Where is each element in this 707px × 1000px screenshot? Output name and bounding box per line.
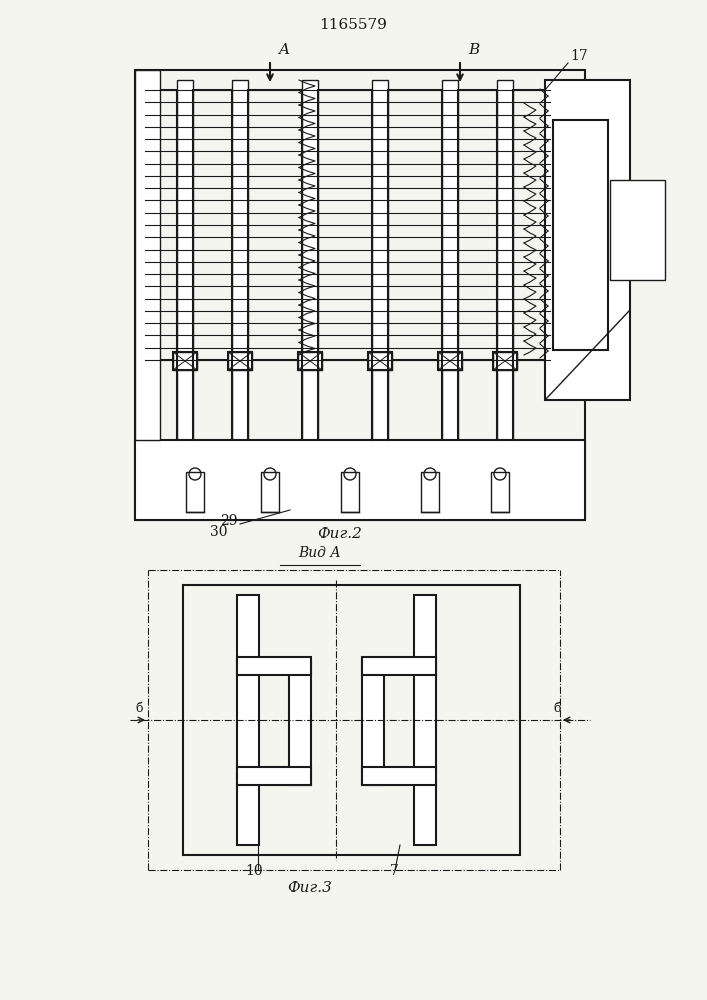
Bar [368, 352, 392, 370]
Bar [362, 767, 436, 785]
Bar [497, 360, 513, 440]
Bar [438, 352, 462, 370]
Bar [298, 352, 322, 370]
Bar [173, 352, 197, 370]
Bar [237, 767, 311, 785]
Bar [177, 360, 193, 440]
Bar [491, 472, 509, 512]
Bar [237, 657, 311, 675]
Bar [232, 360, 248, 440]
Bar [372, 360, 388, 440]
Bar [610, 180, 665, 280]
Bar [493, 352, 517, 370]
Bar [362, 657, 436, 675]
Bar [177, 80, 193, 370]
Bar [421, 472, 439, 512]
Bar [228, 352, 252, 370]
Bar [368, 352, 392, 370]
Bar [298, 352, 322, 370]
Text: B: B [468, 43, 479, 57]
Text: 1165579: 1165579 [319, 18, 387, 32]
Bar [186, 472, 204, 512]
Bar [438, 352, 462, 370]
Text: 10: 10 [245, 864, 262, 878]
Text: б: б [135, 702, 143, 715]
Bar [362, 660, 384, 785]
Text: Фиг.3: Фиг.3 [288, 881, 332, 895]
Bar [442, 360, 458, 440]
Bar [302, 80, 318, 370]
Bar [442, 80, 458, 370]
Bar [302, 360, 318, 440]
Bar [497, 80, 513, 370]
Bar [545, 80, 630, 400]
Bar [232, 80, 248, 370]
Text: Вид А: Вид А [298, 546, 341, 560]
Bar [493, 352, 517, 370]
Text: 29: 29 [220, 514, 238, 528]
Text: 17: 17 [570, 49, 588, 63]
Bar [173, 352, 197, 370]
Bar [414, 595, 436, 845]
Text: Фиг.2: Фиг.2 [317, 527, 363, 541]
Bar [341, 472, 359, 512]
Bar [135, 70, 160, 440]
Bar [261, 472, 279, 512]
Bar [289, 660, 311, 785]
Text: 30: 30 [210, 525, 228, 539]
Bar [145, 90, 550, 360]
Text: 7: 7 [390, 864, 399, 878]
Bar [372, 80, 388, 370]
Bar [228, 352, 252, 370]
Bar [237, 595, 259, 845]
Bar [183, 585, 520, 855]
Bar [135, 70, 585, 520]
Bar [135, 440, 585, 520]
Text: A: A [278, 43, 289, 57]
Bar [553, 120, 608, 350]
Text: б: б [553, 702, 561, 715]
